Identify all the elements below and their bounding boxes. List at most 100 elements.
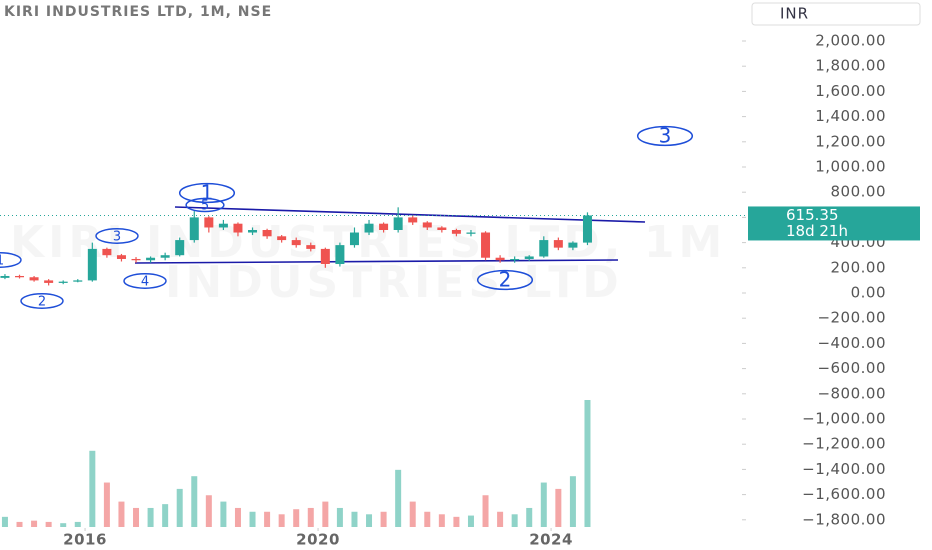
volume-bar: [89, 450, 96, 527]
candle-body: [524, 256, 534, 259]
candle-body: [175, 240, 185, 256]
volume-bar: [540, 482, 547, 527]
candle-body: [87, 248, 97, 281]
trend-line: [174, 206, 646, 223]
wave-marker: [123, 273, 167, 289]
x-tick-label: 2024: [529, 531, 573, 549]
volume-bar: [45, 521, 52, 527]
y-tick-label: 0.00: [851, 284, 886, 302]
volume-bar: [424, 511, 431, 527]
volume-bar: [351, 511, 358, 527]
volume-bar: [497, 511, 504, 527]
candle-body: [349, 232, 359, 246]
candle-body: [291, 240, 301, 246]
candle-body: [160, 255, 170, 258]
candle-body: [422, 222, 432, 228]
candle-body: [481, 232, 491, 258]
y-tick-label: 1,000.00: [815, 158, 886, 176]
volume-bar: [16, 521, 23, 527]
candle-body: [102, 248, 112, 256]
candle-body: [466, 232, 476, 234]
candle-body: [146, 257, 156, 261]
candle-body: [335, 245, 345, 265]
candle-body: [408, 217, 418, 223]
last-price-box: [748, 206, 920, 241]
candle-body: [233, 223, 243, 233]
x-tick-label: 2016: [63, 531, 107, 549]
volume-bar: [103, 482, 110, 527]
volume-bar: [31, 520, 38, 527]
volume-bar: [467, 515, 474, 527]
wave-label: 1: [0, 254, 4, 269]
wave-marker: [636, 125, 694, 147]
wave-marker: [20, 293, 64, 309]
volume-bar: [278, 514, 285, 527]
y-tick-label: 1,400.00: [815, 107, 886, 125]
candle-body: [582, 215, 592, 243]
candle-body: [116, 255, 126, 259]
volume-bar: [307, 507, 314, 527]
volume-bar: [569, 476, 576, 527]
volume-bar: [249, 511, 256, 527]
wave-label: 2: [38, 295, 46, 310]
volume-bar: [395, 469, 402, 527]
wave-marker: [185, 197, 225, 213]
y-tick-label: −200.00: [817, 309, 886, 327]
y-tick-label: 800.00: [831, 183, 887, 201]
y-tick-label: −400.00: [817, 334, 886, 352]
candle-body: [437, 227, 447, 230]
currency-button[interactable]: [751, 2, 921, 26]
volume-bar: [438, 514, 445, 527]
wave-marker: [0, 252, 22, 268]
y-tick-label: 2,000.00: [815, 32, 886, 50]
y-tick-label: −600.00: [817, 359, 886, 377]
trend-line: [134, 259, 619, 264]
volume-bar: [60, 523, 67, 527]
candle-body: [204, 217, 214, 228]
candle-body: [248, 230, 258, 233]
y-tick-label: −1,000.00: [802, 410, 886, 428]
volume-bar: [1, 516, 8, 527]
volume-bar: [293, 509, 300, 527]
candle-body: [73, 280, 83, 282]
volume-bar: [526, 507, 533, 527]
volume-bar: [336, 507, 343, 527]
wave-label: 4: [141, 275, 149, 290]
y-tick-label: −1,200.00: [802, 435, 886, 453]
wave-marker: [178, 182, 236, 204]
candle-body: [306, 245, 316, 249]
y-tick-label: −800.00: [817, 384, 886, 402]
candle-body: [495, 257, 505, 261]
volume-bar: [162, 504, 169, 527]
y-tick-label: −1,600.00: [802, 485, 886, 503]
volume-bar: [74, 521, 81, 527]
candle-body: [262, 230, 272, 237]
volume-bar: [234, 507, 241, 527]
volume-bar: [220, 501, 227, 527]
volume-bar: [555, 488, 562, 527]
y-tick-label: 1,600.00: [815, 82, 886, 100]
candle-body: [451, 230, 461, 234]
candle-body: [379, 223, 389, 230]
y-tick-label: 1,200.00: [815, 132, 886, 150]
candle-body: [58, 281, 68, 283]
currency: INR: [780, 5, 809, 23]
volume-bar: [409, 501, 416, 527]
volume-bar: [380, 511, 387, 527]
y-tick-label: −1,800.00: [802, 510, 886, 528]
wave-label: 3: [113, 230, 121, 245]
volume-bar: [191, 476, 198, 527]
volume-bar: [147, 507, 154, 527]
candle-body: [568, 242, 578, 248]
volume-bar: [322, 501, 329, 527]
candle-body: [277, 236, 287, 241]
volume-bar: [264, 511, 271, 527]
volume-bar: [176, 488, 183, 527]
candle-body: [189, 217, 199, 241]
volume-bar: [482, 495, 489, 527]
volume-bar: [118, 501, 125, 527]
candle-body: [364, 223, 374, 233]
candle-body: [320, 248, 330, 265]
wave-label: 5: [201, 199, 209, 214]
